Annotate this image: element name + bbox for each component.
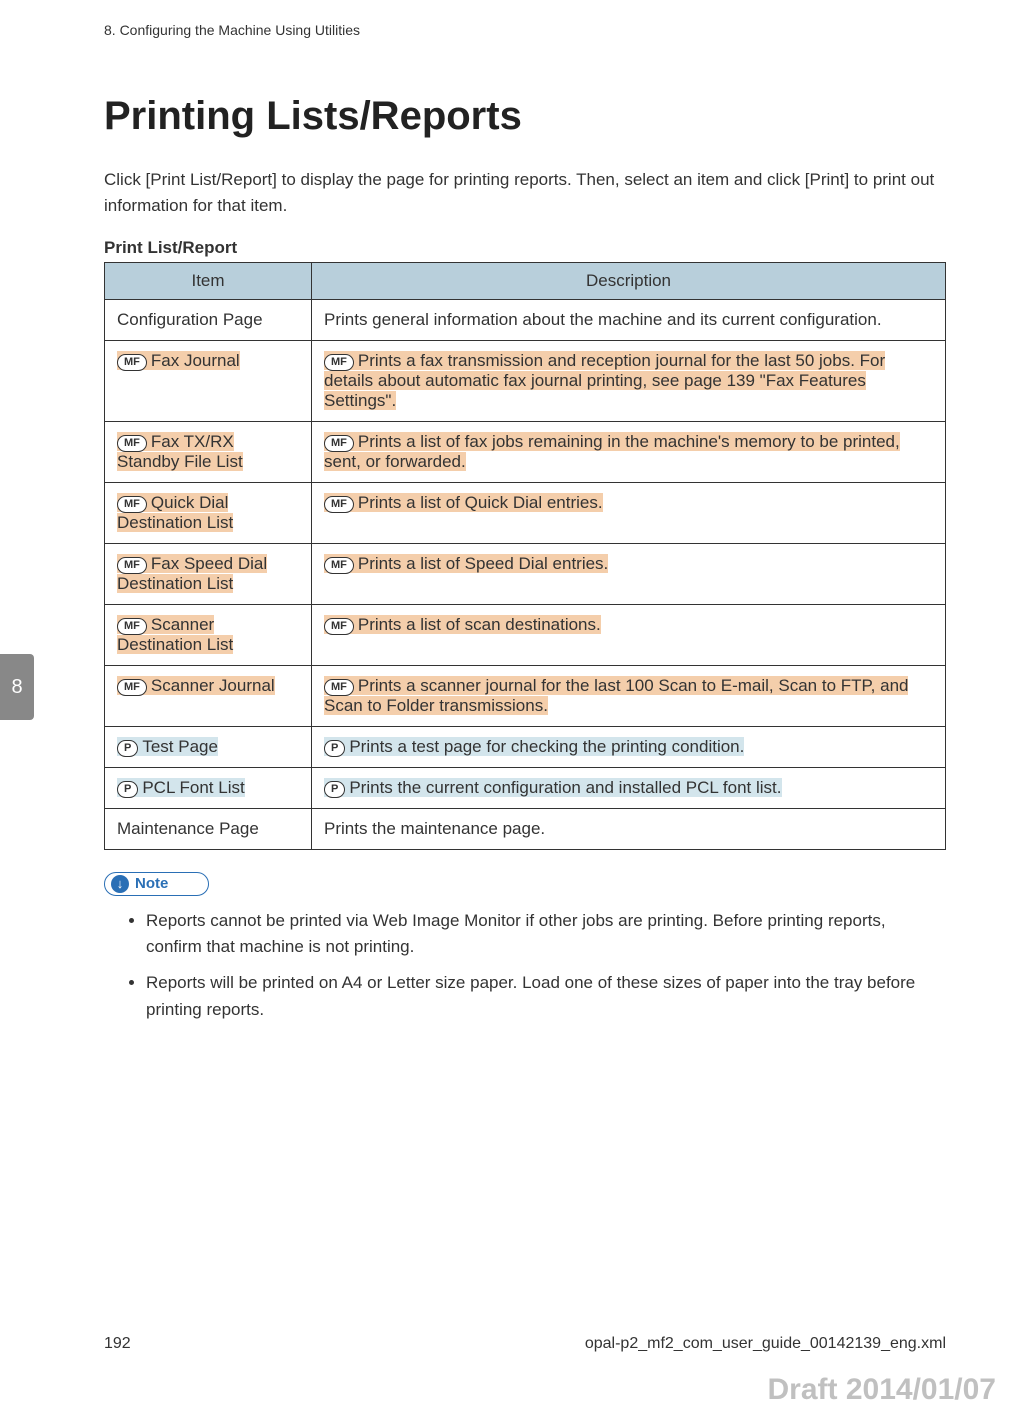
table-cell-item: Configuration Page [105, 299, 312, 340]
item-highlight: PTest Page [117, 737, 218, 756]
table-cell-desc: MFPrints a fax transmission and receptio… [312, 340, 946, 421]
table-row: MFQuick Dial Destination List MFPrints a … [105, 482, 946, 543]
item-highlight: MFFax Journal [117, 351, 240, 370]
table-caption: Print List/Report [104, 238, 946, 258]
table-row: MFFax TX/RX Standby File List MFPrints a … [105, 421, 946, 482]
table-row: Configuration PagePrints general informa… [105, 299, 946, 340]
col-header-item: Item [105, 262, 312, 299]
note-icon: ↓ [111, 875, 129, 893]
page-title: Printing Lists/Reports [104, 94, 946, 139]
mf-badge-icon: MF [117, 618, 147, 635]
mf-badge-icon: MF [324, 618, 354, 635]
p-badge-icon: P [117, 781, 138, 798]
item-highlight: MFQuick Dial Destination List [117, 493, 233, 532]
item-highlight: PPCL Font List [117, 778, 245, 797]
table-cell-item: MFFax Speed Dial Destination List [105, 543, 312, 604]
note-label-text: Note [135, 875, 168, 892]
note-list: Reports cannot be printed via Web Image … [104, 908, 946, 1023]
mf-badge-icon: MF [324, 354, 354, 371]
mf-badge-icon: MF [324, 679, 354, 696]
desc-highlight: PPrints a test page for checking the pri… [324, 737, 744, 756]
table-cell-item: Maintenance Page [105, 808, 312, 849]
desc-highlight: MFPrints a list of Speed Dial entries. [324, 554, 608, 573]
table-cell-desc: MFPrints a list of scan destinations. [312, 604, 946, 665]
source-file: opal-p2_mf2_com_user_guide_00142139_eng.… [585, 1335, 946, 1353]
table-row: PTest Page PPrints a test page for checki… [105, 726, 946, 767]
table-cell-desc: PPrints a test page for checking the pri… [312, 726, 946, 767]
running-header: 8. Configuring the Machine Using Utiliti… [104, 22, 946, 38]
table-cell-desc: PPrints the current configuration and in… [312, 767, 946, 808]
table-row: MFScanner Destination List MFPrints a lis… [105, 604, 946, 665]
table-cell-desc: Prints general information about the mac… [312, 299, 946, 340]
note-label: ↓ Note [104, 872, 209, 896]
table-row: MFFax Journal MFPrints a fax transmission… [105, 340, 946, 421]
col-header-desc: Description [312, 262, 946, 299]
chapter-tab: 8 [0, 654, 34, 720]
table-cell-desc: Prints the maintenance page. [312, 808, 946, 849]
desc-highlight: MFPrints a scanner journal for the last … [324, 676, 908, 715]
table-row: Maintenance PagePrints the maintenance p… [105, 808, 946, 849]
p-badge-icon: P [117, 740, 138, 757]
note-item: Reports cannot be printed via Web Image … [146, 908, 946, 961]
table-header-row: Item Description [105, 262, 946, 299]
mf-badge-icon: MF [117, 496, 147, 513]
intro-paragraph: Click [Print List/Report] to display the… [104, 167, 946, 220]
print-list-report-table: Item Description Configuration PagePrint… [104, 262, 946, 850]
item-highlight: MFFax Speed Dial Destination List [117, 554, 267, 593]
mf-badge-icon: MF [117, 354, 147, 371]
mf-badge-icon: MF [324, 435, 354, 452]
mf-badge-icon: MF [117, 557, 147, 574]
table-cell-item: MFFax TX/RX Standby File List [105, 421, 312, 482]
note-block: ↓ Note Reports cannot be printed via Web… [104, 872, 946, 1023]
desc-highlight: MFPrints a list of scan destinations. [324, 615, 601, 634]
table-cell-item: MFScanner Destination List [105, 604, 312, 665]
page-footer: 192 opal-p2_mf2_com_user_guide_00142139_… [104, 1335, 946, 1353]
table-cell-item: MFQuick Dial Destination List [105, 482, 312, 543]
table-row: MFScanner Journal MFPrints a scanner jour… [105, 665, 946, 726]
table-cell-desc: MFPrints a list of Quick Dial entries. [312, 482, 946, 543]
desc-highlight: MFPrints a fax transmission and receptio… [324, 351, 885, 410]
table-cell-item: PTest Page [105, 726, 312, 767]
table-cell-desc: MFPrints a list of fax jobs remaining in… [312, 421, 946, 482]
desc-highlight: MFPrints a list of fax jobs remaining in… [324, 432, 900, 471]
item-highlight: MFScanner Destination List [117, 615, 233, 654]
page-number: 192 [104, 1335, 131, 1353]
page: 8. Configuring the Machine Using Utiliti… [0, 0, 1032, 1421]
table-cell-item: MFScanner Journal [105, 665, 312, 726]
mf-badge-icon: MF [324, 496, 354, 513]
table-row: MFFax Speed Dial Destination List MFPrint… [105, 543, 946, 604]
table-cell-item: PPCL Font List [105, 767, 312, 808]
table-cell-desc: MFPrints a scanner journal for the last … [312, 665, 946, 726]
item-highlight: MFScanner Journal [117, 676, 275, 695]
mf-badge-icon: MF [324, 557, 354, 574]
table-cell-desc: MFPrints a list of Speed Dial entries. [312, 543, 946, 604]
mf-badge-icon: MF [117, 435, 147, 452]
table-cell-item: MFFax Journal [105, 340, 312, 421]
desc-highlight: PPrints the current configuration and in… [324, 778, 782, 797]
mf-badge-icon: MF [117, 679, 147, 696]
p-badge-icon: P [324, 781, 345, 798]
draft-stamp: Draft 2014/01/07 [768, 1373, 997, 1407]
p-badge-icon: P [324, 740, 345, 757]
table-row: PPCL Font List PPrints the current config… [105, 767, 946, 808]
note-item: Reports will be printed on A4 or Letter … [146, 970, 946, 1023]
desc-highlight: MFPrints a list of Quick Dial entries. [324, 493, 603, 512]
item-highlight: MFFax TX/RX Standby File List [117, 432, 243, 471]
